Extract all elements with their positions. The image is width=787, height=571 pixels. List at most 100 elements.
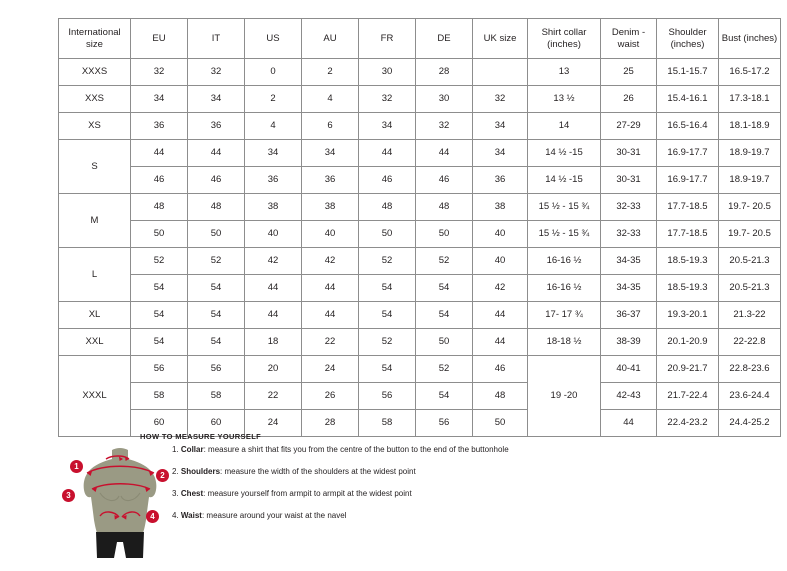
cell-bust: 19.7- 20.5 [718,220,781,248]
cell-bust: 18.1-18.9 [718,112,781,140]
cell-us: 36 [244,166,302,194]
cell-international-size: XS [58,112,131,140]
col-header-us: US [244,18,302,59]
cell-bust: 20.5-21.3 [718,247,781,275]
cell-de: 54 [415,274,473,302]
cell-us: 0 [244,58,302,86]
cell-eu: 58 [130,382,188,410]
callout-3: 3 [62,489,75,502]
cell-uk: 32 [472,85,528,113]
cell-uk: 50 [472,409,528,437]
measure-description: : measure yourself from armpit to armpit… [203,489,412,498]
cell-bust: 24.4-25.2 [718,409,781,437]
cell-bust: 23.6-24.4 [718,382,781,410]
cell-bust: 20.5-21.3 [718,274,781,302]
measure-number: 1. [172,445,179,454]
cell-denim: 38-39 [600,328,657,356]
cell-de: 44 [415,139,473,167]
callout-4: 4 [146,510,159,523]
cell-fr: 52 [358,328,416,356]
cell-uk [472,58,528,86]
table-row: S 44 44 34 34 44 44 34 14 ½ -15 30-31 16.9-17.7 18.… [58,139,781,194]
measure-term: Shoulders [180,467,221,476]
header-line-2: size [86,38,103,50]
cell-uk: 46 [472,355,528,383]
cell-it: 44 [187,139,245,167]
table-row: L 52 52 42 42 52 52 40 16-16 ½ 34-35 18.5-19.3 20.5… [58,247,781,302]
cell-us: 24 [244,409,302,437]
waist-measure-arrow-right [121,511,141,518]
cell-shoulder: 15.4-16.1 [656,85,719,113]
cell-eu: 46 [130,166,188,194]
cell-eu: 32 [130,58,188,86]
table-row: M 48 48 38 38 48 48 38 15 ½ - 15 ¾ 32-33 17.7-18.5… [58,193,781,248]
cell-denim: 36-37 [600,301,657,329]
cell-de: 52 [415,247,473,275]
cell-shoulder: 15.1-15.7 [656,58,719,86]
cell-international-size: S [58,139,131,194]
shorts-shape [96,532,144,558]
cell-international-size: L [58,247,131,302]
cell-shoulder: 16.9-17.7 [656,166,719,194]
cell-uk: 48 [472,382,528,410]
measure-term: Collar [180,445,204,454]
cell-fr: 50 [358,220,416,248]
cell-shirt-collar: 19 -20 [527,355,601,437]
cell-shoulder: 16.5-16.4 [656,112,719,140]
cell-de: 46 [415,166,473,194]
cell-fr: 30 [358,58,416,86]
table-row: XXS 34 34 2 4 32 30 32 13 ½ 26 15.4-16.1 17.3-18.1 [58,85,781,113]
collar-measure-arrow [105,455,130,460]
table-row: 54 54 44 44 54 54 42 16-16 ½ 34-35 18.5-19.3 20.5-… [59,274,781,302]
how-to-measure-section: HOW TO MEASURE YOURSELF [0,428,787,566]
col-header-denim-waist: Denim - waist [600,18,657,59]
col-header-it: IT [187,18,245,59]
cell-de: 50 [415,220,473,248]
cell-denim: 25 [600,58,657,86]
cell-it: 52 [187,247,245,275]
cell-uk: 44 [472,328,528,356]
cell-it: 56 [187,355,245,383]
header-line-1: Shoulder [668,26,707,38]
cell-au: 34 [301,139,359,167]
cell-international-size: M [58,193,131,248]
cell-shoulder: 18.5-19.3 [656,274,719,302]
cell-de: 54 [415,301,473,329]
cell-denim: 30-31 [600,166,657,194]
cell-shirt-collar: 15 ½ - 15 ¾ [527,220,601,248]
header-line-2: (inches) [547,38,581,50]
cell-shirt-collar: 16-16 ½ [527,247,601,275]
cell-au: 40 [301,220,359,248]
cell-de: 54 [415,382,473,410]
table-row: XXL 54 54 18 22 52 50 44 18-18 ½ 38-39 20.1-20.9 22… [58,328,781,356]
measure-instruction: 1. Collar: measure a shirt that fits you… [172,446,732,454]
cell-fr: 52 [358,247,416,275]
cell-uk: 40 [472,220,528,248]
cell-au: 28 [301,409,359,437]
shoulders-measure-arrow [86,465,155,474]
measure-number: 4. [172,511,179,520]
size-chart-table: International size EU IT US AU FR DE UK … [58,18,781,437]
cell-shirt-collar: 13 [527,58,601,86]
cell-fr: 54 [358,301,416,329]
cell-uk: 36 [472,166,528,194]
cell-bust: 19.7- 20.5 [718,193,781,221]
table-header: International size EU IT US AU FR DE UK … [58,18,781,59]
cell-denim: 34-35 [600,274,657,302]
header-line-1: International [68,26,121,38]
cell-eu: 50 [130,220,188,248]
cell-de: 48 [415,193,473,221]
cell-denim: 27-29 [600,112,657,140]
cell-uk: 40 [472,247,528,275]
header-line-2: (inches) [670,38,705,50]
cell-us: 38 [244,193,302,221]
cell-fr: 32 [358,85,416,113]
cell-fr: 56 [358,382,416,410]
cell-au: 42 [301,247,359,275]
cell-de: 28 [415,58,473,86]
cell-it: 54 [187,301,245,329]
cell-au: 4 [301,85,359,113]
cell-shirt-collar: 17- 17 ¾ [527,301,601,329]
table-row: XS 36 36 4 6 34 32 34 14 27-29 16.5-16.4 18.1-18.9 [58,112,781,140]
cell-it: 34 [187,85,245,113]
